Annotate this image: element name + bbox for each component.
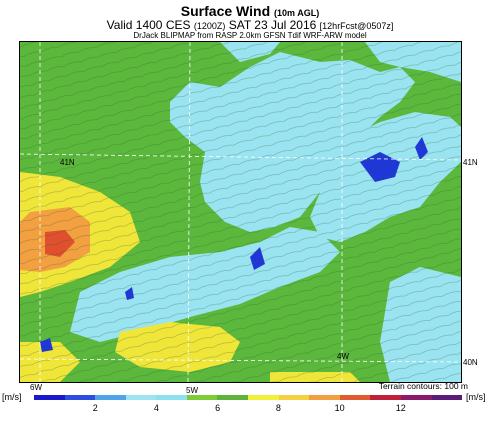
lat-lon-grid: [19, 41, 462, 383]
colorbar-swatch: [95, 395, 126, 400]
terrain-contour-note: Terrain contours: 100 m: [378, 381, 468, 391]
colorbar: [34, 395, 463, 400]
colorbar-tick-label: 10: [334, 403, 345, 413]
colorbar-swatch: [248, 395, 279, 400]
colorbar-swatch: [431, 395, 463, 400]
lat-label-40n-right: 40N: [463, 358, 478, 367]
valid-time-line: Valid 1400 CES (1200Z) SAT 23 Jul 2016 […: [106, 18, 394, 32]
map-title: Surface Wind (10m AGL): [180, 3, 320, 19]
lat-label-41n-left: 41N: [60, 158, 75, 167]
colorbar-swatch: [64, 395, 96, 400]
lon-label-6w-bottom: 6W: [30, 383, 42, 392]
colorbar-tick-label: 6: [215, 403, 221, 413]
colorbar-swatch: [217, 395, 249, 400]
colorbar-tick-label: 4: [153, 403, 159, 413]
lat-label-41n-right: 41N: [463, 158, 478, 167]
wind-map: [19, 41, 462, 383]
colorbar-swatch: [339, 395, 371, 400]
colorbar-swatch: [309, 395, 340, 400]
colorbar-tick-label: 8: [275, 403, 281, 413]
title-suffix: (10m AGL): [274, 8, 320, 18]
lon-label-4w-bottom: 4W: [337, 352, 349, 361]
colorbar-swatch: [186, 395, 218, 400]
colorbar-swatch: [370, 395, 401, 400]
colorbar-swatch: [278, 395, 310, 400]
lon-label-5w-bottom: 5W: [186, 386, 198, 395]
streamlines: [20, 42, 461, 382]
units-right: [m/s]: [466, 392, 486, 402]
colorbar-swatch: [34, 395, 65, 400]
units-left: [m/s]: [2, 392, 22, 402]
colorbar-swatch: [400, 395, 432, 400]
colorbar-swatch: [125, 395, 157, 400]
colorbar-tick-label: 12: [395, 403, 406, 413]
colorbar-swatch: [156, 395, 187, 400]
colorbar-tick-label: 2: [92, 403, 98, 413]
wind-map-svg: [19, 41, 462, 383]
model-description: DrJack BLIPMAP from RASP 2.0km GFSN Tdif…: [133, 31, 367, 40]
